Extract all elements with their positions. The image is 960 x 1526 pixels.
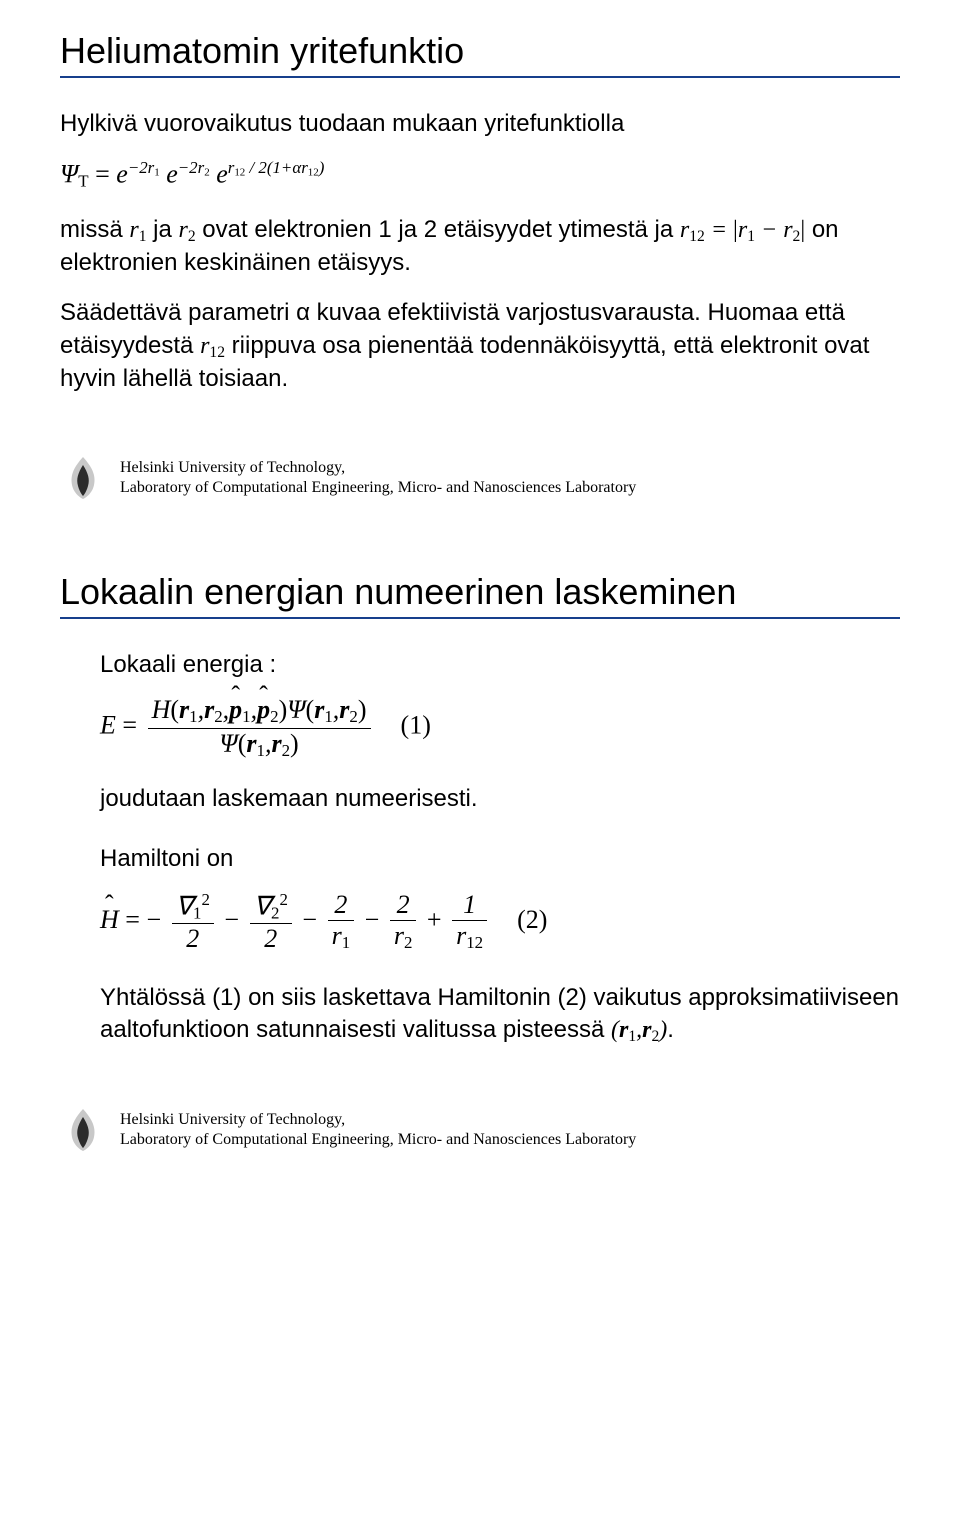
footer-text: Helsinki University of Technology, Labor… [120,458,636,498]
text-missa-post: ovat elektronien 1 ja 2 etäisyydet ytime… [196,216,680,243]
hamiltoni-label: Hamiltoni on [100,843,900,875]
title-rule [60,76,900,78]
missa-paragraph: missä r1 ja r2 ovat elektronien 1 ja 2 e… [60,214,900,279]
flame-logo-icon [60,455,106,501]
joudutaan-text: joudutaan laskemaan numeerisesti. [100,783,900,815]
slide-footer: Helsinki University of Technology, Labor… [60,455,900,501]
slide-1: Heliumatomin yritefunktio Hylkivä vuorov… [0,0,960,541]
local-energy-equation: E = H(r1,r2,p1,p2)Ψ(r1,r2) Ψ(r1,r2) (1) [100,695,900,760]
yhtalossa-paragraph: Yhtälössä (1) on siis laskettava Hamilto… [100,982,900,1047]
yhtalossa-pre: Yhtälössä (1) on siis laskettava Hamilto… [100,984,899,1043]
parametri-paragraph: Säädettävä parametri α kuvaa efektiivist… [60,297,900,395]
trial-wavefunction-equation: ΨT = e−2r1 e−2r2 er12 / 2(1+αr12) [60,158,900,192]
yhtalossa-post: . [667,1016,674,1043]
footer-line-2: Laboratory of Computational Engineering,… [120,1130,636,1150]
text-missa-mid: ja [146,216,178,243]
slide-2: Lokaalin energian numeerinen laskeminen … [0,541,960,1193]
local-energy-label: Lokaali energia : [100,649,900,681]
flame-logo-icon [60,1107,106,1153]
slide-title: Heliumatomin yritefunktio [60,30,900,72]
footer-text: Helsinki University of Technology, Labor… [120,1110,636,1150]
slide-title: Lokaalin energian numeerinen laskeminen [60,571,900,613]
slide-footer: Helsinki University of Technology, Labor… [60,1107,900,1153]
footer-line-1: Helsinki University of Technology, [120,1110,636,1130]
title-rule [60,617,900,619]
footer-line-1: Helsinki University of Technology, [120,458,636,478]
hamiltonian-equation: H = − ∇122 − ∇222 − 2r1 − 2r2 + 1r12 (2) [100,890,900,955]
text-missa-pre: missä [60,216,129,243]
intro-paragraph: Hylkivä vuorovaikutus tuodaan mukaan yri… [60,108,900,140]
footer-line-2: Laboratory of Computational Engineering,… [120,478,636,498]
